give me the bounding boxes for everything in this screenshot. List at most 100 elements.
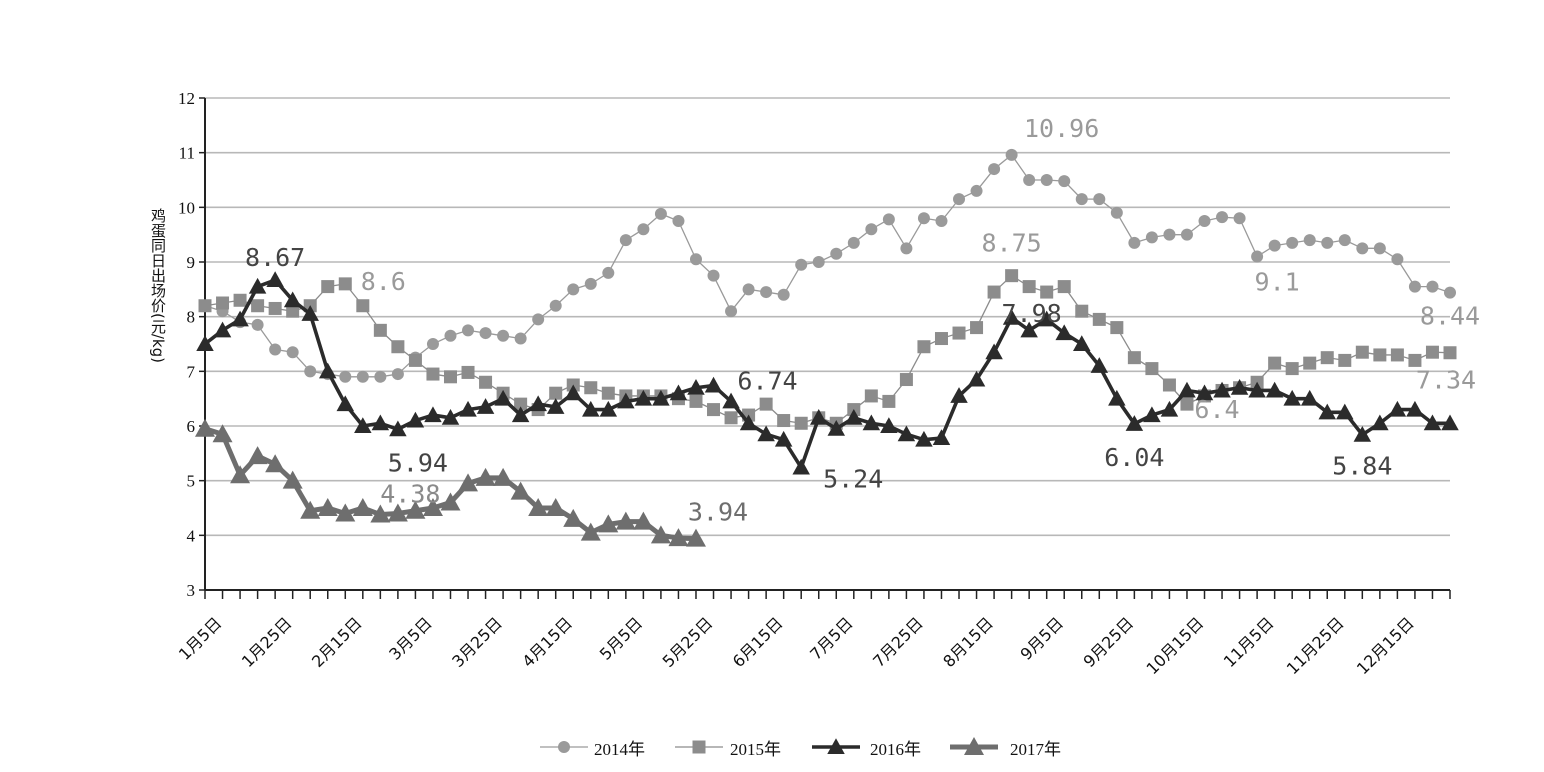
data-point <box>336 395 355 412</box>
data-point <box>650 525 671 544</box>
data-point <box>1057 280 1071 294</box>
data-point <box>689 394 703 408</box>
data-point <box>1265 381 1284 398</box>
data-point <box>335 503 356 522</box>
data-point <box>1125 415 1144 431</box>
data-point <box>422 498 443 516</box>
data-point <box>1213 381 1231 398</box>
data-point <box>760 286 773 299</box>
data-point <box>809 409 828 425</box>
data-point <box>707 269 720 282</box>
series-3 <box>195 418 706 547</box>
data-point <box>251 318 264 331</box>
data-point <box>915 430 933 447</box>
data-point <box>497 329 510 342</box>
data-point <box>563 508 584 527</box>
data-point <box>1373 242 1386 255</box>
data-point <box>794 416 808 430</box>
data-point <box>391 340 405 354</box>
x-tick-label: 9月5日 <box>1017 613 1067 663</box>
x-axis-ticks: 1月5日 1月25日 2月15日 3月5日 3月25日 4月15日 5月5日 5月25日 6月1… <box>175 590 1451 678</box>
data-label: 4.38 <box>380 480 440 509</box>
data-point <box>1268 239 1281 252</box>
data-point <box>370 504 391 523</box>
data-point <box>932 429 951 446</box>
data-point <box>1110 206 1123 219</box>
x-tick-label: 11月25日 <box>1283 613 1348 678</box>
data-point <box>476 398 495 414</box>
legend-label-2014: 2014年 <box>594 740 645 759</box>
data-point <box>230 465 251 484</box>
data-point <box>1251 250 1264 263</box>
data-point <box>970 321 984 335</box>
data-point <box>426 338 439 350</box>
data-point <box>1286 236 1299 249</box>
data-point <box>634 389 653 406</box>
data-point <box>1108 389 1126 406</box>
data-point <box>1162 378 1176 392</box>
data-point <box>462 324 475 337</box>
data-point <box>1444 286 1456 299</box>
legend: 2014年 2015年 2016年 2017年 <box>0 735 1544 761</box>
data-point <box>584 381 598 395</box>
data-point <box>1040 285 1054 299</box>
data-point <box>549 386 563 400</box>
data-point <box>1037 310 1056 327</box>
data-point <box>1303 234 1316 247</box>
data-point <box>317 498 338 516</box>
data-point <box>1425 345 1439 359</box>
y-tick-label: 6 <box>187 417 196 436</box>
y-tick-label: 9 <box>187 253 196 272</box>
data-point <box>1145 362 1159 376</box>
data-point <box>669 384 688 401</box>
data-point <box>387 503 408 522</box>
data-point <box>304 365 317 378</box>
data-point <box>1055 324 1073 341</box>
data-point <box>494 389 512 406</box>
data-label: 3.94 <box>688 498 748 527</box>
x-tick-label: 11月5日 <box>1220 613 1278 671</box>
data-point <box>479 327 492 340</box>
data-point <box>985 343 1003 360</box>
y-tick-label: 11 <box>179 144 195 163</box>
data-point <box>795 258 808 271</box>
data-point <box>1406 400 1424 417</box>
data-point <box>917 340 931 354</box>
data-point <box>269 343 282 356</box>
data-point <box>198 299 212 313</box>
data-point <box>1195 384 1214 401</box>
data-point <box>459 400 477 417</box>
data-point <box>1303 356 1317 370</box>
legend-markers <box>540 737 998 755</box>
x-tick-label: 10月15日 <box>1142 613 1207 678</box>
x-tick-label: 8月15日 <box>939 613 997 671</box>
data-label: 5.84 <box>1332 452 1392 481</box>
x-tick-label: 1月25日 <box>238 613 296 671</box>
data-point <box>1248 381 1266 398</box>
data-point <box>1423 414 1442 431</box>
data-point <box>1373 348 1387 362</box>
data-point <box>511 406 530 423</box>
data-point <box>582 400 600 417</box>
data-point <box>1005 269 1019 283</box>
legend-marker <box>827 738 845 754</box>
data-point <box>318 362 337 379</box>
data-point <box>687 378 705 395</box>
data-point <box>584 277 597 290</box>
data-point <box>1353 425 1372 442</box>
legend-label-2016: 2016年 <box>870 740 921 759</box>
data-point <box>1320 351 1334 365</box>
x-tick-label: 7月25日 <box>869 613 927 671</box>
series-layer <box>195 148 1459 547</box>
y-tick-label: 8 <box>187 308 196 327</box>
data-point <box>286 346 299 359</box>
data-point <box>443 370 457 384</box>
data-point <box>1371 414 1389 431</box>
data-point <box>514 397 528 411</box>
data-point <box>408 353 422 367</box>
data-point <box>862 414 881 431</box>
data-point <box>1388 400 1407 417</box>
legend-marker <box>558 741 570 753</box>
data-point <box>707 403 721 417</box>
data-label: 8.67 <box>245 243 305 272</box>
